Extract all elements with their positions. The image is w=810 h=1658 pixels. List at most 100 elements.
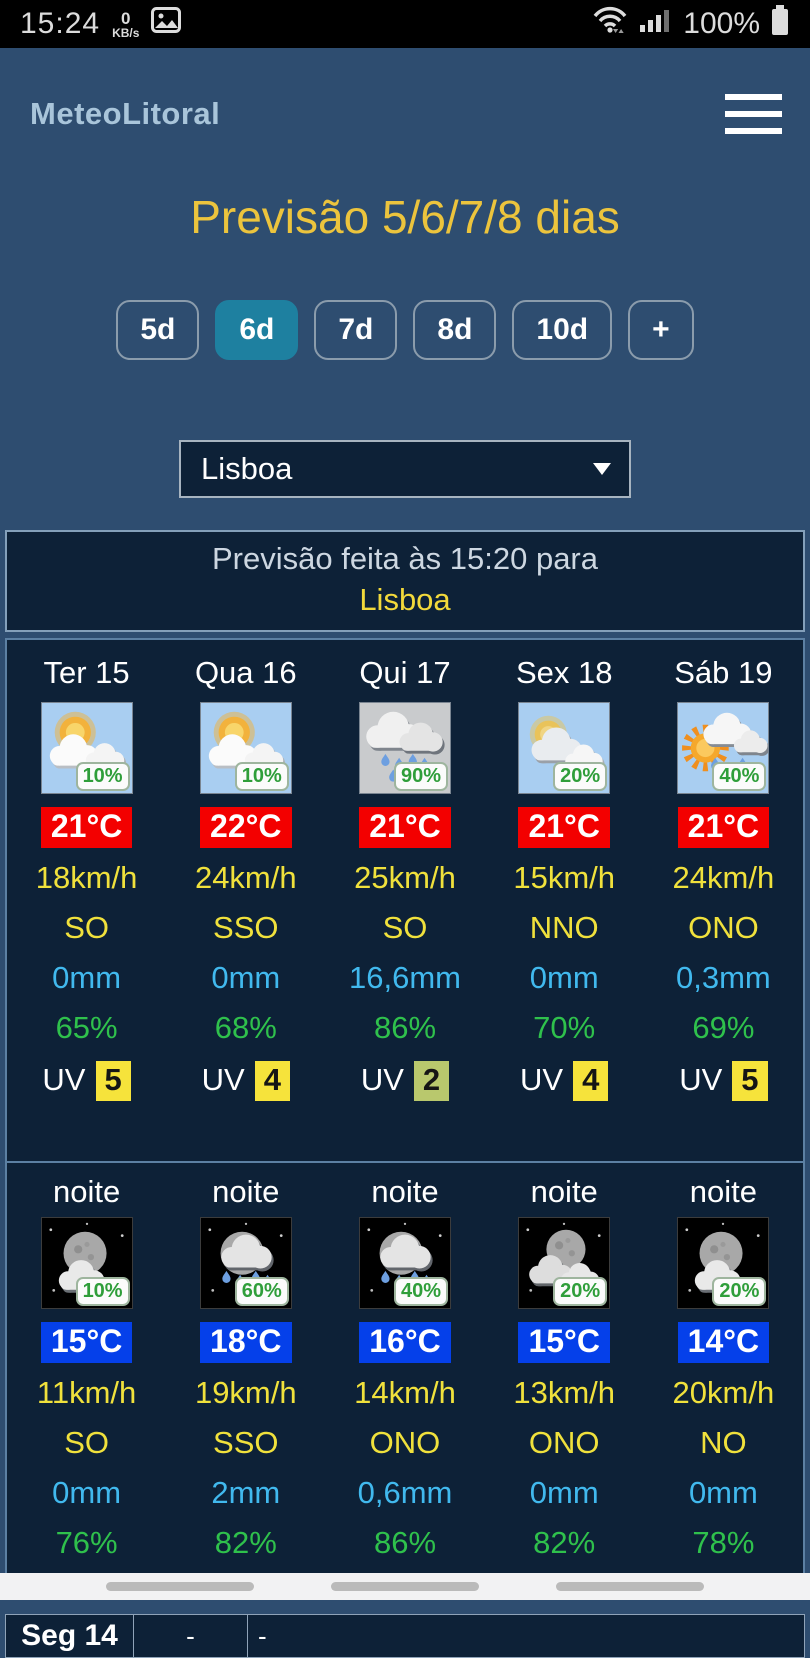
moon-clouds-icon: 20% [518, 1217, 611, 1309]
uv-index-cell: UV 5 [644, 1053, 803, 1109]
next-day-row: Seg 14 - - [5, 1614, 805, 1658]
precipitation-amount: 0mm [688, 1475, 758, 1510]
forecast-range-buttons: 5d 6d 7d 8d 10d + [0, 300, 810, 360]
temperature-cell: 21°C [485, 799, 644, 853]
battery-percentage: 100% [683, 7, 760, 40]
uv-index-cell: UV 2 [325, 1053, 484, 1109]
clock: 15:24 [20, 7, 101, 40]
forecast-time-text: Previsão feita às 15:20 para [211, 541, 599, 576]
uv-label: UV [520, 1062, 564, 1097]
uv-value-badge: 4 [573, 1061, 609, 1101]
humidity: 86% [373, 1010, 437, 1045]
precipitation-probability-badge: 40% [712, 762, 767, 791]
temperature-badge: 21°C [359, 807, 451, 848]
status-bar: 15:24 0 KB/s 100% [0, 0, 810, 48]
precipitation-amount: 2mm [211, 1475, 281, 1510]
temperature-cell: 21°C [644, 799, 803, 853]
range-button-7d[interactable]: 7d [314, 300, 398, 360]
wifi-icon [591, 5, 629, 43]
humidity: 82% [533, 1525, 596, 1560]
moon-rain-icon: 60% [199, 1217, 292, 1309]
day-header: Sáb 19 [674, 655, 773, 690]
precipitation-amount: 0mm [52, 1475, 122, 1510]
clouds-sun-icon: 20% [518, 702, 611, 794]
temperature-cell: 15°C [485, 1314, 644, 1368]
wind-direction: ONO [369, 1425, 441, 1460]
menu-icon[interactable] [725, 90, 782, 138]
weather-icon-cell: 40% [325, 1215, 484, 1314]
range-button-8d[interactable]: 8d [413, 300, 497, 360]
range-button-10d[interactable]: 10d [512, 300, 613, 360]
humidity: 68% [214, 1010, 277, 1045]
wind-direction: ONO [528, 1425, 600, 1460]
precipitation-amount: 0,6mm [357, 1475, 453, 1510]
temperature-cell: 21°C [325, 799, 484, 853]
precipitation-probability-badge: 20% [712, 1277, 767, 1306]
sun-rain-icon: 40% [677, 702, 770, 794]
page-title: Previsão 5/6/7/8 dias [190, 191, 620, 243]
wind-speed: 24km/h [672, 860, 775, 895]
weather-icon-cell: 10% [7, 700, 166, 799]
temperature-badge: 14°C [677, 1322, 770, 1363]
day-header: Ter 15 [43, 655, 130, 690]
precipitation-probability-badge: 10% [234, 762, 289, 791]
uv-label: UV [201, 1062, 245, 1097]
nav-back-handle[interactable] [556, 1582, 704, 1591]
forecast-panel: Ter 15 Qua 16 Qui 17 Sex 18 Sáb 19 10% 10% 90% 2… [5, 638, 805, 1584]
wind-direction: NO [700, 1425, 747, 1460]
day-header: Qui 17 [359, 655, 451, 690]
app-title: MeteoLitoral [30, 96, 221, 131]
signal-strength-icon [639, 6, 673, 42]
moon-cloud-icon: 10% [40, 1217, 133, 1309]
wind-direction: SO [64, 1425, 109, 1460]
range-button-6d[interactable]: 6d [215, 300, 299, 360]
weather-icon-cell: 20% [644, 1215, 803, 1314]
range-button-5d[interactable]: 5d [116, 300, 200, 360]
weather-icon-cell: 60% [166, 1215, 325, 1314]
moon-rain-icon: 40% [358, 1217, 451, 1309]
temperature-badge: 22°C [200, 807, 292, 848]
precipitation-probability-badge: 40% [393, 1277, 448, 1306]
moon-cloud-icon: 20% [677, 1217, 770, 1309]
uv-value-badge: 5 [95, 1061, 131, 1101]
nav-home-handle[interactable] [331, 1582, 479, 1591]
temperature-badge: 21°C [518, 807, 610, 848]
precipitation-amount: 0mm [211, 960, 281, 995]
precipitation-amount: 0mm [529, 960, 599, 995]
screenshot-notification-icon [151, 7, 182, 41]
wind-direction: NNO [529, 910, 599, 945]
night-header: noite [371, 1174, 439, 1209]
location-select[interactable]: Lisboa [179, 440, 631, 498]
temperature-badge: 18°C [200, 1322, 292, 1363]
network-speed-unit: KB/s [112, 25, 140, 40]
wind-speed: 18km/h [35, 860, 138, 895]
network-speed-indicator: 0 KB/s [112, 10, 139, 39]
nav-recents-handle[interactable] [106, 1582, 254, 1591]
next-day-cell: - [258, 1620, 267, 1651]
temperature-cell: 18°C [166, 1314, 325, 1368]
weather-icon-cell: 10% [166, 700, 325, 799]
system-nav-bar [0, 1573, 810, 1600]
wind-direction: SSO [213, 910, 279, 945]
uv-index-cell: UV 4 [166, 1053, 325, 1109]
temperature-cell: 21°C [7, 799, 166, 853]
night-forecast-grid: noite noite noite noite noite 10% 60% 40% 20% 20%… [7, 1161, 803, 1582]
humidity: 65% [55, 1010, 118, 1045]
next-day-label: Seg 14 [6, 1615, 134, 1657]
dropdown-arrow-icon [593, 463, 611, 475]
wind-speed: 25km/h [354, 860, 456, 895]
range-button-+[interactable]: + [628, 300, 694, 360]
temperature-badge: 21°C [677, 807, 770, 848]
wind-speed: 11km/h [36, 1375, 137, 1410]
precipitation-probability-badge: 10% [75, 1277, 130, 1306]
wind-speed: 20km/h [672, 1375, 775, 1410]
temperature-cell: 16°C [325, 1314, 484, 1368]
wind-direction: ONO [688, 910, 759, 945]
temperature-badge: 21°C [40, 807, 133, 848]
uv-value-badge: 5 [732, 1061, 768, 1101]
temperature-cell: 14°C [644, 1314, 803, 1368]
night-header: noite [212, 1174, 280, 1209]
battery-icon [770, 4, 790, 44]
weather-icon-cell: 40% [644, 700, 803, 799]
